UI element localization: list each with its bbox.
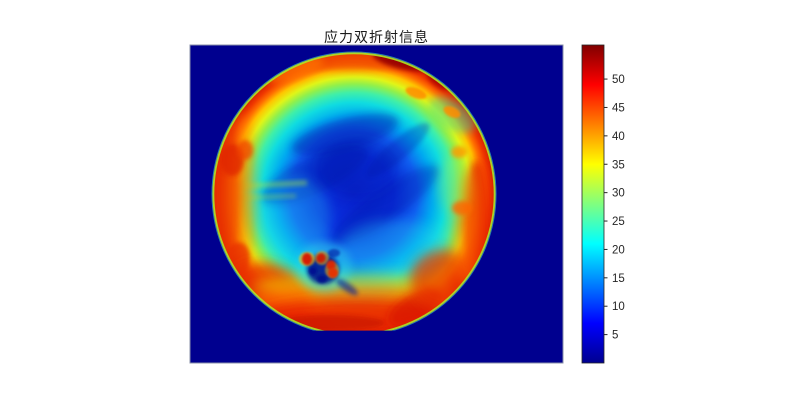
colorbar-tick-label: 15 bbox=[612, 273, 625, 285]
colorbar-ticks: 5 10 15 20 25 30 35 40 45 50 bbox=[604, 74, 625, 342]
colorbar-tick-label: 20 bbox=[612, 244, 625, 256]
colorbar-tick-label: 5 bbox=[612, 330, 618, 342]
colorbar-tick-label: 45 bbox=[612, 102, 625, 114]
colorbar-tick-label: 25 bbox=[612, 216, 625, 228]
wafer-flat-mask bbox=[190, 330, 563, 363]
colorbar-tick-label: 40 bbox=[612, 131, 625, 143]
colorbar bbox=[581, 44, 605, 364]
defect-cluster bbox=[296, 242, 358, 296]
chart-title: 应力双折射信息 bbox=[324, 29, 429, 45]
colorbar-tick-label: 50 bbox=[612, 74, 625, 86]
colorbar-tick-label: 35 bbox=[612, 159, 625, 171]
wafer-heatmap bbox=[212, 52, 496, 336]
colorbar-tick-label: 10 bbox=[612, 301, 625, 313]
axes-border bbox=[189, 44, 564, 364]
colorbar-tick-label: 30 bbox=[612, 188, 625, 200]
